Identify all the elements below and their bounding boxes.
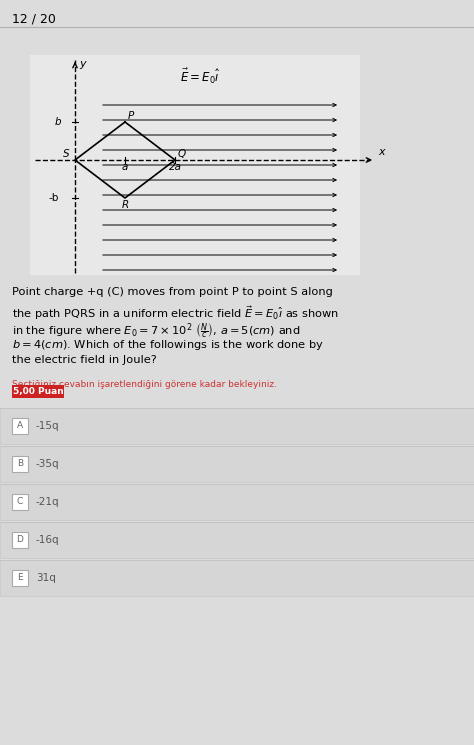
Bar xyxy=(0,446,474,482)
Bar xyxy=(30,55,360,275)
Text: 12 / 20: 12 / 20 xyxy=(12,12,56,25)
Bar xyxy=(12,385,64,398)
Text: Seçtiğiniz cevabın işaretlendiğini görene kadar bekleyiniz.: Seçtiğiniz cevabın işaretlendiğini gören… xyxy=(12,380,277,389)
Text: D: D xyxy=(17,536,23,545)
Bar xyxy=(12,570,28,586)
Text: $b = 4(cm)$. Which of the followings is the work done by: $b = 4(cm)$. Which of the followings is … xyxy=(12,338,324,352)
Text: B: B xyxy=(17,460,23,469)
Text: the path PQRS in a uniform electric field $\vec{E} = E_0\hat{\imath}$ as shown: the path PQRS in a uniform electric fiel… xyxy=(12,304,339,322)
Bar xyxy=(0,560,474,596)
Text: C: C xyxy=(17,498,23,507)
Text: -15q: -15q xyxy=(36,421,60,431)
Bar xyxy=(12,494,28,510)
Bar xyxy=(12,418,28,434)
Text: E: E xyxy=(17,574,23,583)
Text: y: y xyxy=(79,59,86,69)
Bar xyxy=(0,522,474,558)
Text: 2a: 2a xyxy=(168,162,182,172)
Text: b: b xyxy=(55,117,61,127)
Text: P: P xyxy=(128,111,134,121)
Text: S: S xyxy=(63,149,70,159)
Text: 31q: 31q xyxy=(36,573,56,583)
Text: -21q: -21q xyxy=(36,497,60,507)
Text: -35q: -35q xyxy=(36,459,60,469)
Text: $\vec{E} = E_0\hat{\imath}$: $\vec{E} = E_0\hat{\imath}$ xyxy=(180,67,220,86)
Text: 5,00 Puan: 5,00 Puan xyxy=(13,387,64,396)
Bar xyxy=(0,408,474,444)
Bar xyxy=(12,532,28,548)
Text: -16q: -16q xyxy=(36,535,60,545)
Text: the electric field in Joule?: the electric field in Joule? xyxy=(12,355,157,365)
Bar xyxy=(12,456,28,472)
Bar xyxy=(0,484,474,520)
Text: a: a xyxy=(122,162,128,172)
Text: A: A xyxy=(17,422,23,431)
Text: R: R xyxy=(121,200,128,210)
Text: Point charge +q (C) moves from point P to point S along: Point charge +q (C) moves from point P t… xyxy=(12,287,333,297)
Text: x: x xyxy=(378,147,384,157)
Text: -b: -b xyxy=(49,193,59,203)
Text: in the figure where $E_0 = 7\times10^2$ $\left(\frac{N}{c}\right)$, $a = 5(cm)$ : in the figure where $E_0 = 7\times10^2$ … xyxy=(12,321,301,340)
Text: Q: Q xyxy=(178,149,186,159)
